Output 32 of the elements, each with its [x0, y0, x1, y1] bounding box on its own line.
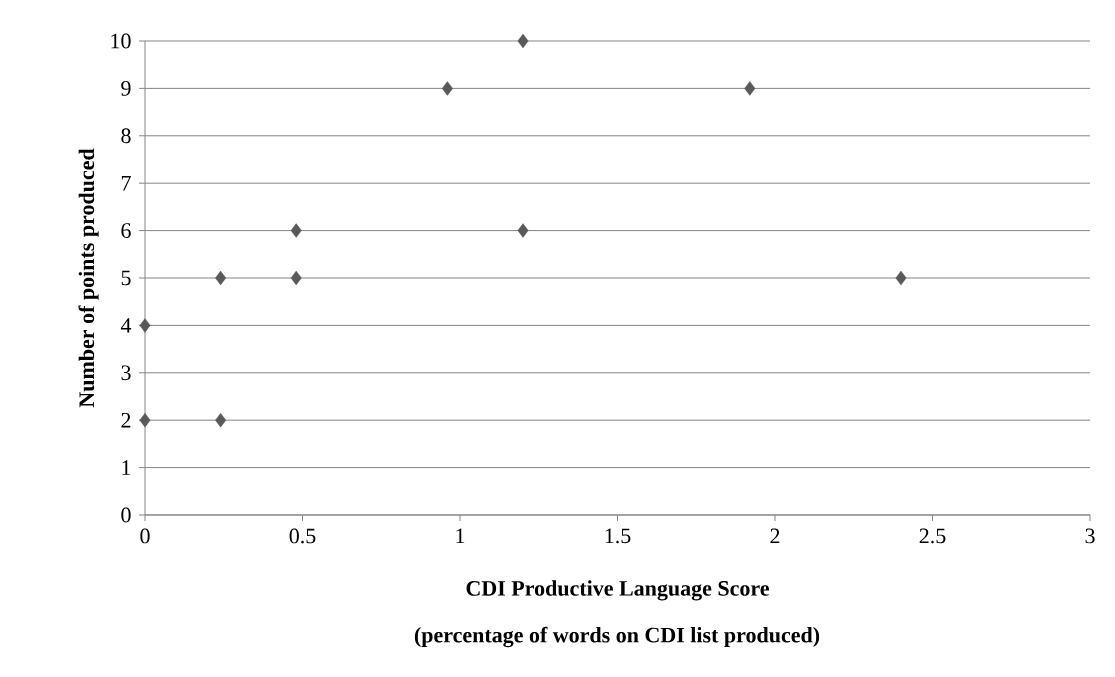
- y-tick-label: 10: [111, 33, 131, 49]
- x-tick-label: 3: [1085, 528, 1095, 544]
- y-tick-label: 3: [121, 365, 131, 381]
- x-tick-label: 0.5: [289, 528, 316, 544]
- y-tick-label: 9: [121, 81, 131, 96]
- x-tick-label: 2: [770, 528, 780, 544]
- x-tick-label: 1.5: [605, 528, 631, 544]
- y-tick-label: 2: [121, 412, 131, 428]
- y-tick-label: 1: [122, 460, 131, 475]
- y-axis-title: Number of points produced: [78, 148, 99, 408]
- x-tick-label: 2.5: [919, 528, 946, 544]
- y-tick-label: 0: [121, 507, 131, 523]
- text: (percentage of words on CDI list produced): [414, 626, 820, 648]
- point: [139, 318, 151, 333]
- x-tick-label: 0: [140, 528, 150, 544]
- point: [290, 223, 302, 238]
- point: [290, 270, 302, 286]
- x-tick-label: 1: [456, 528, 465, 544]
- point: [441, 81, 453, 96]
- point: [215, 270, 227, 286]
- point: [139, 412, 151, 428]
- x-axis-title: CDI Productive Language Score: [466, 580, 770, 601]
- y-tick-label: 8: [121, 128, 131, 144]
- point: [215, 412, 227, 428]
- y-tick-label: 7: [121, 175, 131, 191]
- point: [517, 33, 529, 49]
- y-tick-label: 5: [121, 270, 131, 286]
- y-tick-label: 6: [121, 223, 131, 238]
- point: [517, 223, 529, 238]
- point: [744, 81, 756, 96]
- y-tick-label: 4: [120, 318, 132, 333]
- point: [895, 270, 907, 286]
